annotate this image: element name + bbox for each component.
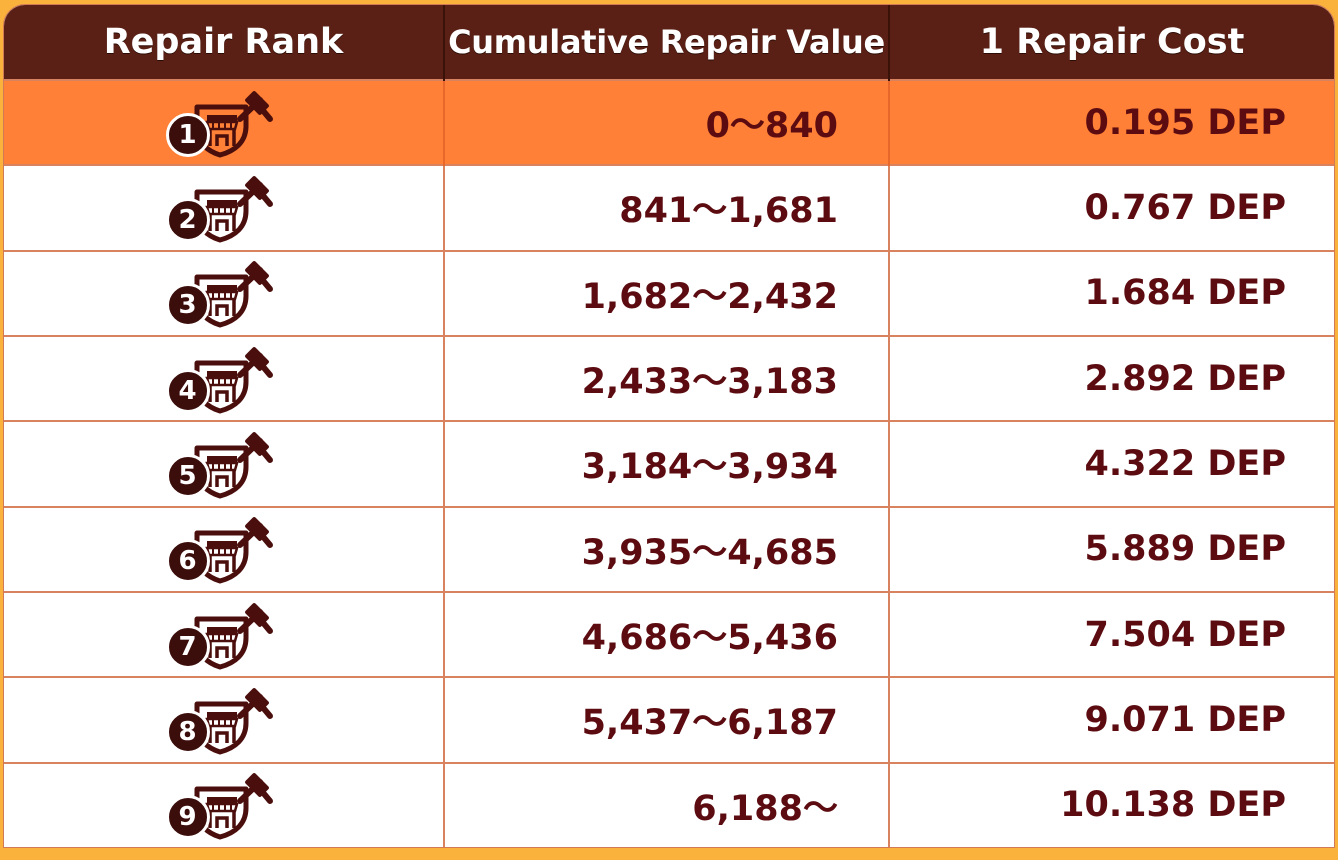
cumulative-repair-value-cell: 3,935～4,685 bbox=[443, 505, 889, 592]
rank-number-badge: 8 bbox=[165, 709, 210, 754]
table-row: 7 4,686～5,436 7.504 DEP bbox=[4, 590, 1334, 678]
rank-number-badge: 1 bbox=[165, 112, 210, 157]
cumulative-repair-value-cell: 3,184～3,934 bbox=[443, 420, 889, 507]
table-row: 5 3,184～3,934 4.322 DEP bbox=[4, 420, 1334, 507]
rank-number-badge: 6 bbox=[165, 539, 210, 584]
repair-rank-badge: 4 bbox=[165, 343, 282, 415]
repair-cost-cell: 1.684 DEP bbox=[888, 249, 1334, 336]
rank-number-badge: 5 bbox=[165, 453, 210, 498]
repair-cost-cell: 7.504 DEP bbox=[888, 590, 1334, 678]
shop-repair-icon bbox=[194, 432, 273, 499]
table-header-row: Repair Rank Cumulative Repair Value 1 Re… bbox=[4, 5, 1334, 80]
repair-rank-table-frame: Repair Rank Cumulative Repair Value 1 Re… bbox=[3, 4, 1335, 848]
rank-number-badge: 4 bbox=[165, 368, 210, 413]
repair-rank-badge: 7 bbox=[165, 599, 282, 671]
rank-cell: 3 bbox=[4, 249, 444, 336]
cumulative-repair-value-cell: 1,682～2,432 bbox=[443, 249, 889, 336]
rank-number-badge: 7 bbox=[165, 624, 210, 669]
rank-cell: 6 bbox=[4, 505, 444, 592]
table-row: 4 2,433～3,183 2.892 DEP bbox=[4, 334, 1334, 422]
repair-rank-badge: 2 bbox=[165, 172, 282, 244]
repair-cost-cell: 10.138 DEP bbox=[888, 761, 1334, 847]
repair-rank-badge: 8 bbox=[165, 684, 282, 756]
repair-cost-cell: 4.322 DEP bbox=[888, 420, 1334, 507]
cumulative-repair-value-cell: 6,188～ bbox=[443, 761, 889, 847]
rank-number-badge: 3 bbox=[165, 283, 210, 328]
repair-rank-table: Repair Rank Cumulative Repair Value 1 Re… bbox=[4, 5, 1334, 847]
cumulative-repair-value-cell: 5,437～6,187 bbox=[443, 676, 889, 763]
cumulative-repair-value-cell: 2,433～3,183 bbox=[443, 334, 889, 422]
rank-cell: 4 bbox=[4, 334, 444, 422]
header-repair-cost: 1 Repair Cost bbox=[888, 5, 1334, 80]
table-row: 3 1,682～2,432 1.684 DEP bbox=[4, 249, 1334, 336]
shop-repair-icon bbox=[194, 517, 273, 584]
table-row: 6 3,935～4,685 5.889 DEP bbox=[4, 505, 1334, 592]
cumulative-repair-value-cell: 4,686～5,436 bbox=[443, 590, 889, 678]
cumulative-repair-value-cell: 0～840 bbox=[443, 78, 889, 166]
header-repair-rank: Repair Rank bbox=[4, 5, 444, 80]
cumulative-repair-value-cell: 841～1,681 bbox=[443, 164, 889, 251]
rank-number-badge: 2 bbox=[165, 197, 210, 242]
table-row: 8 5,437～6,187 9.071 DEP bbox=[4, 676, 1334, 763]
shop-repair-icon bbox=[194, 773, 273, 840]
rank-cell: 1 bbox=[4, 78, 444, 166]
repair-cost-cell: 9.071 DEP bbox=[888, 676, 1334, 763]
repair-rank-badge: 1 bbox=[165, 87, 282, 159]
rank-cell: 7 bbox=[4, 590, 444, 678]
repair-cost-cell: 0.195 DEP bbox=[888, 78, 1334, 166]
rank-cell: 5 bbox=[4, 420, 444, 507]
rank-cell: 2 bbox=[4, 164, 444, 251]
repair-rank-badge: 3 bbox=[165, 257, 282, 329]
table-row: 9 6,188～ 10.138 DEP bbox=[4, 761, 1334, 847]
repair-rank-badge: 6 bbox=[165, 513, 282, 585]
repair-rank-badge: 9 bbox=[165, 769, 282, 841]
table-row: 2 841～1,681 0.767 DEP bbox=[4, 164, 1334, 251]
rank-cell: 8 bbox=[4, 676, 444, 763]
repair-rank-badge: 5 bbox=[165, 428, 282, 500]
repair-cost-cell: 2.892 DEP bbox=[888, 334, 1334, 422]
repair-cost-cell: 5.889 DEP bbox=[888, 505, 1334, 592]
repair-cost-cell: 0.767 DEP bbox=[888, 164, 1334, 251]
table-row: 1 0～840 0.195 DEP bbox=[4, 78, 1334, 166]
shop-repair-icon bbox=[194, 688, 273, 755]
rank-cell: 9 bbox=[4, 761, 444, 847]
header-cumulative-repair-value: Cumulative Repair Value bbox=[443, 5, 889, 80]
rank-number-badge: 9 bbox=[165, 795, 210, 840]
